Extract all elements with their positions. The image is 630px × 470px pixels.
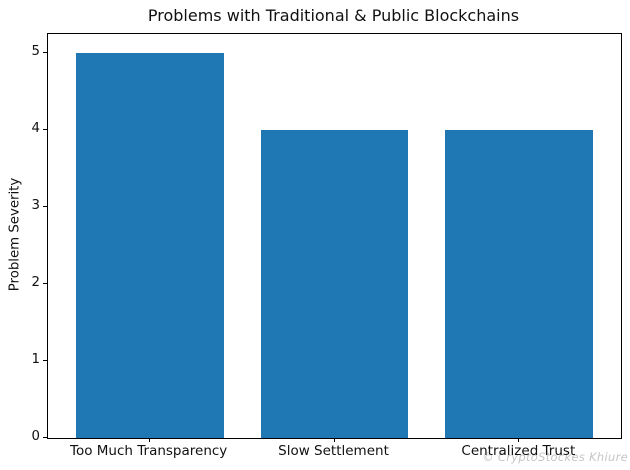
y-tick-label: 4 <box>31 121 40 137</box>
x-tick-label: Too Much Transparency <box>70 443 228 459</box>
y-tick-mark <box>43 360 47 362</box>
bar-3 <box>445 130 594 438</box>
bar-2 <box>260 130 409 438</box>
y-tick-mark <box>43 437 47 438</box>
plot-area <box>47 33 622 439</box>
x-tick-mark <box>333 438 335 442</box>
y-tick-label: 0 <box>31 429 40 444</box>
y-tick-label: 5 <box>31 44 40 60</box>
chart-title: Problems with Traditional & Public Block… <box>147 6 520 25</box>
y-tick-label: 3 <box>31 198 40 214</box>
y-tick-mark <box>43 206 47 208</box>
bar-1 <box>75 53 224 438</box>
x-tick-label: Slow Settlement <box>278 443 389 459</box>
watermark: © CryptoStockes Khiure <box>482 450 628 464</box>
x-tick-mark <box>518 438 520 442</box>
x-tick-mark <box>148 438 150 442</box>
y-tick-mark <box>43 129 47 131</box>
y-tick-mark <box>43 52 47 54</box>
x-tick-label: Centralized Trust <box>461 443 576 459</box>
y-tick-mark <box>43 283 47 285</box>
y-tick-label: 1 <box>31 352 40 368</box>
y-tick-label: 2 <box>31 275 40 291</box>
